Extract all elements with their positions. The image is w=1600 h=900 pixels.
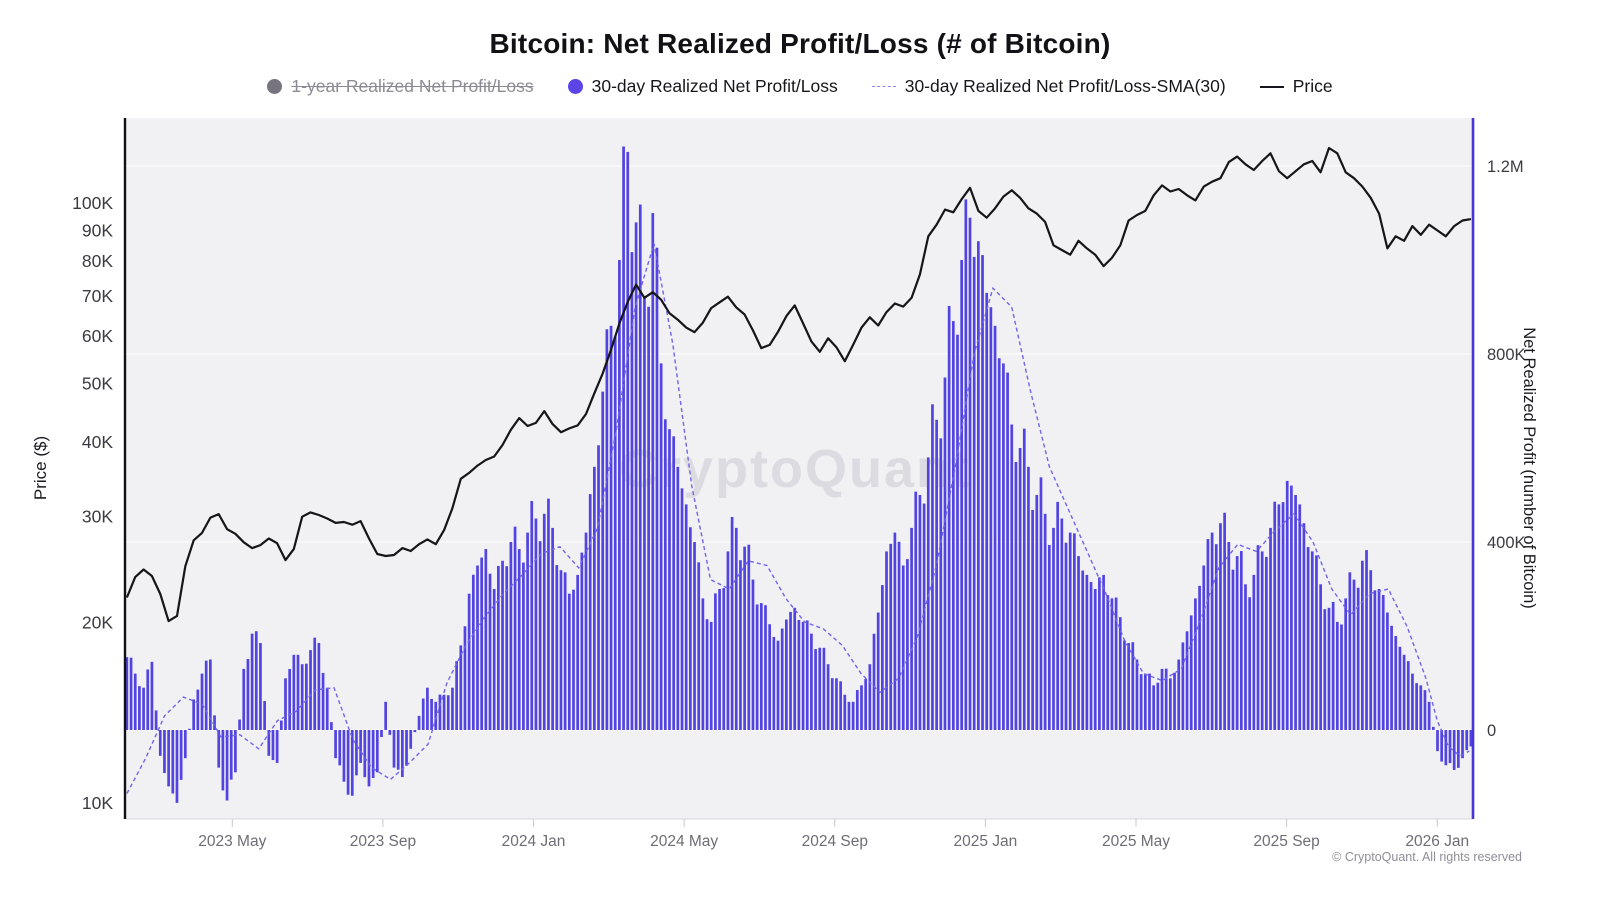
left-axis-tick-label: 40K [82, 432, 113, 452]
bars-series-30d-realized-pl [125, 146, 1473, 803]
legend-line-icon [871, 86, 896, 87]
price-line [125, 146, 1472, 623]
x-axis-tick-label: 2025 Sep [1253, 833, 1319, 850]
left-axis-tick-label: 30K [82, 507, 113, 527]
x-axis-tick-label: 2023 Sep [350, 833, 416, 850]
x-axis-tick-label: 2024 Jan [502, 833, 566, 850]
legend-label: 1-year Realized Net Profit/Loss [291, 76, 534, 96]
right-axis-tick-label: 800K [1487, 346, 1526, 364]
left-axis-tick-label: 90K [82, 220, 113, 240]
x-axis-tick-label: 2025 Jan [953, 833, 1017, 850]
legend-label: 30-day Realized Net Profit/Loss-SMA(30) [904, 76, 1226, 96]
left-axis-tick-label: 60K [82, 326, 113, 346]
legend-line-icon [1259, 85, 1284, 88]
legend-item-3[interactable]: Price [1259, 76, 1333, 97]
x-axis-tick-label: 2026 Jan [1405, 833, 1469, 850]
x-axis-tick-label: 2024 May [650, 833, 718, 850]
left-axis-tick-label: 20K [82, 612, 113, 632]
legend-label: Price [1292, 76, 1333, 96]
right-axis-tick-label: 400K [1487, 534, 1526, 552]
right-axis-tick-label: 0 [1487, 722, 1496, 740]
legend: 1-year Realized Net Profit/Loss 30-day Re… [0, 76, 1600, 97]
right-axis-tick-label: 1.2M [1487, 158, 1524, 176]
legend-dot-icon [267, 79, 283, 94]
left-axis-tick-label: 10K [82, 793, 113, 813]
legend-item-2[interactable]: 30-day Realized Net Profit/Loss-SMA(30) [871, 76, 1226, 97]
page-title: Bitcoin: Net Realized Profit/Loss (# of … [489, 28, 1111, 59]
watermark: CryptoQuant [619, 439, 971, 499]
left-axis-tick-label: 80K [82, 251, 113, 271]
legend-dot-icon [567, 79, 583, 94]
right-axis-title: Net Realized Profit (number of Bitcoin) [1520, 327, 1538, 609]
legend-item-1[interactable]: 30-day Realized Net Profit/Loss [567, 76, 838, 97]
copyright-note: © CryptoQuant. All rights reserved [1332, 850, 1522, 864]
x-axis-tick-label: 2025 May [1102, 833, 1170, 850]
left-axis-title: Price ($) [31, 436, 50, 500]
left-axis-tick-label: 70K [82, 286, 113, 306]
left-axis-tick-label: 100K [72, 193, 113, 213]
x-axis-tick-label: 2023 May [198, 833, 266, 850]
x-axis-tick-label: 2024 Sep [802, 833, 868, 850]
left-axis-tick-label: 50K [82, 374, 113, 394]
legend-item-0[interactable]: 1-year Realized Net Profit/Loss [267, 76, 534, 97]
legend-label: 30-day Realized Net Profit/Loss [591, 76, 838, 96]
